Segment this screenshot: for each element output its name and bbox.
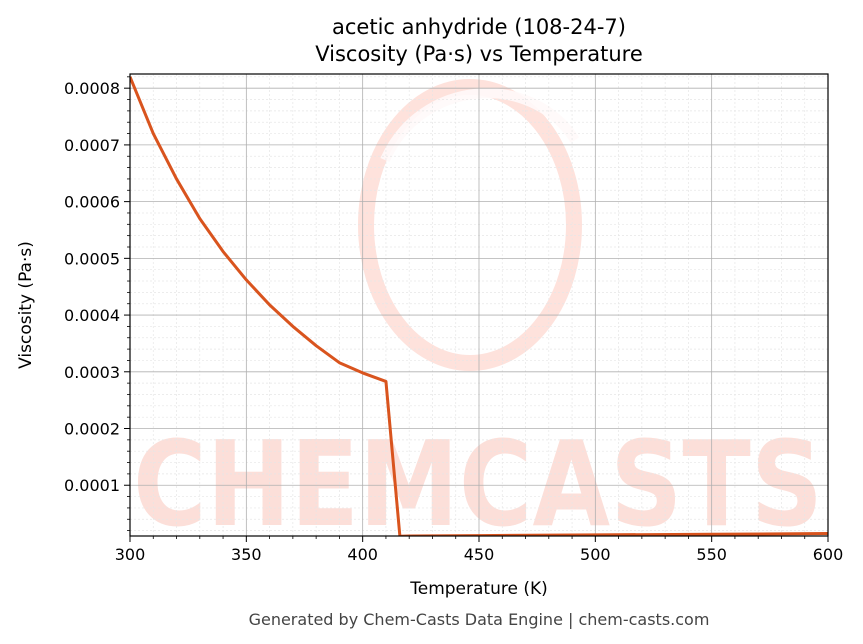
watermark: CHEMCASTS bbox=[133, 79, 823, 553]
x-tick-label: 450 bbox=[464, 545, 495, 564]
watermark-logo-icon bbox=[358, 79, 582, 371]
y-tick-label: 0.0007 bbox=[64, 136, 120, 155]
chart-subtitle: Viscosity (Pa·s) vs Temperature bbox=[315, 42, 643, 66]
x-tick-label: 300 bbox=[115, 545, 146, 564]
y-tick-label: 0.0001 bbox=[64, 476, 120, 495]
x-axis-label: Temperature (K) bbox=[409, 579, 548, 599]
watermark-text: CHEMCASTS bbox=[133, 415, 823, 553]
x-tick-label: 550 bbox=[696, 545, 727, 564]
chart-title: acetic anhydride (108-24-7) bbox=[332, 15, 626, 39]
x-axis: 300 350 400 450 500 550 600 bbox=[115, 536, 844, 564]
y-tick-label: 0.0003 bbox=[64, 363, 120, 382]
y-tick-label: 0.0008 bbox=[64, 79, 120, 98]
y-tick-label: 0.0002 bbox=[64, 420, 120, 439]
x-tick-label: 500 bbox=[580, 545, 611, 564]
y-tick-label: 0.0006 bbox=[64, 193, 120, 212]
y-tick-label: 0.0004 bbox=[64, 306, 120, 325]
y-tick-label: 0.0005 bbox=[64, 249, 120, 268]
x-tick-label: 400 bbox=[347, 545, 378, 564]
x-tick-label: 350 bbox=[231, 545, 262, 564]
y-axis-label: Viscosity (Pa·s) bbox=[16, 241, 36, 369]
y-axis: 0.0001 0.0002 0.0003 0.0004 0.0005 0.0006 0.00… bbox=[64, 76, 130, 532]
footer-credit: Generated by Chem-Casts Data Engine | ch… bbox=[249, 610, 710, 629]
x-tick-label: 600 bbox=[813, 545, 844, 564]
